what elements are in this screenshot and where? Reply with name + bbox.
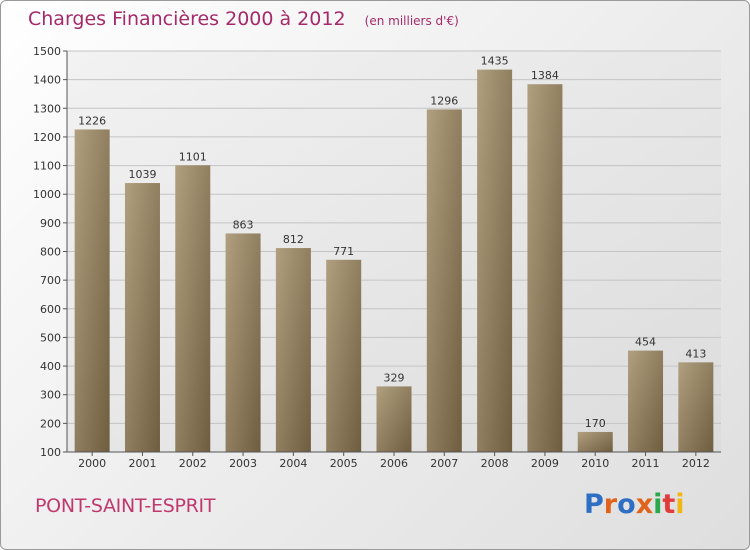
bar	[477, 69, 513, 452]
x-tick-label: 2000	[78, 457, 106, 470]
y-tick-label: 1300	[33, 102, 61, 115]
y-tick-label: 900	[40, 217, 61, 230]
bar-value-label: 413	[685, 347, 706, 360]
y-tick-label: 500	[40, 331, 61, 344]
city-name: PONT-SAINT-ESPRIT	[35, 495, 216, 517]
logo-letter: o	[617, 489, 636, 520]
logo-letter: t	[662, 489, 676, 520]
bar	[678, 362, 714, 452]
bar-value-label: 1039	[128, 168, 156, 181]
y-tick-label: 600	[40, 303, 61, 316]
x-tick-label: 2011	[632, 457, 660, 470]
bar-value-label: 170	[585, 417, 606, 430]
bar	[225, 233, 261, 452]
y-tick-label: 1500	[33, 45, 61, 58]
bar	[376, 386, 412, 452]
y-tick-label: 1200	[33, 131, 61, 144]
bar-value-label: 1226	[78, 114, 106, 127]
y-axis: 100 200 300 400 500 600 700 800 900 1000 1100 1200 1…	[33, 45, 68, 459]
logo-letter: r	[603, 489, 618, 520]
y-tick-label: 200	[40, 417, 61, 430]
x-tick-label: 2002	[179, 457, 207, 470]
logo-letter: i	[675, 489, 685, 520]
chart-title-text: Charges Financières 2000 à 2012	[28, 8, 346, 30]
bars: 1226 1039 1101 863 812 771 329 1296 1435 1384 170 4…	[74, 55, 714, 453]
logo-letter: i	[653, 489, 663, 520]
y-tick-label: 1100	[33, 160, 61, 173]
y-tick-label: 1000	[33, 188, 61, 201]
x-tick-label: 2010	[581, 457, 609, 470]
bar	[326, 259, 362, 452]
bar	[124, 183, 160, 452]
y-tick-label: 100	[40, 446, 61, 459]
bar	[577, 431, 613, 452]
proxiti-logo[interactable]: Proxiti	[584, 489, 685, 520]
x-tick-label: 2001	[128, 457, 156, 470]
x-tick-label: 2008	[481, 457, 509, 470]
x-tick-label: 2003	[229, 457, 257, 470]
chart-title: Charges Financières 2000 à 2012 (en mill…	[28, 8, 459, 30]
bar	[628, 350, 664, 452]
bar-value-label: 329	[384, 371, 405, 384]
x-tick-label: 2007	[430, 457, 458, 470]
bar-value-label: 812	[283, 233, 304, 246]
logo-letter: x	[635, 489, 654, 520]
x-tick-label: 2005	[330, 457, 358, 470]
y-tick-label: 1400	[33, 74, 61, 87]
x-tick-label: 2012	[682, 457, 710, 470]
x-axis: 2000 2001 2002 2003 2004 2005 2006 2007 2008 2009…	[67, 451, 721, 470]
bar-value-label: 771	[333, 245, 354, 258]
chart-subtitle: (en milliers d'€)	[364, 14, 459, 28]
bar-value-label: 1101	[179, 150, 207, 163]
bar	[175, 165, 211, 452]
bar	[426, 109, 462, 452]
bar-value-label: 454	[635, 336, 656, 349]
logo-letter: P	[584, 489, 604, 520]
x-tick-label: 2006	[380, 457, 408, 470]
y-tick-label: 300	[40, 389, 61, 402]
x-tick-label: 2004	[279, 457, 307, 470]
bar-value-label: 1384	[531, 69, 559, 82]
bar	[275, 248, 311, 452]
bar-value-label: 863	[233, 218, 254, 231]
y-tick-label: 800	[40, 246, 61, 259]
bar-value-label: 1296	[430, 94, 458, 107]
x-tick-label: 2009	[531, 457, 559, 470]
bar	[74, 129, 110, 452]
bar	[527, 84, 563, 453]
y-tick-label: 400	[40, 360, 61, 373]
bar-value-label: 1435	[481, 55, 509, 68]
y-tick-label: 700	[40, 274, 61, 287]
